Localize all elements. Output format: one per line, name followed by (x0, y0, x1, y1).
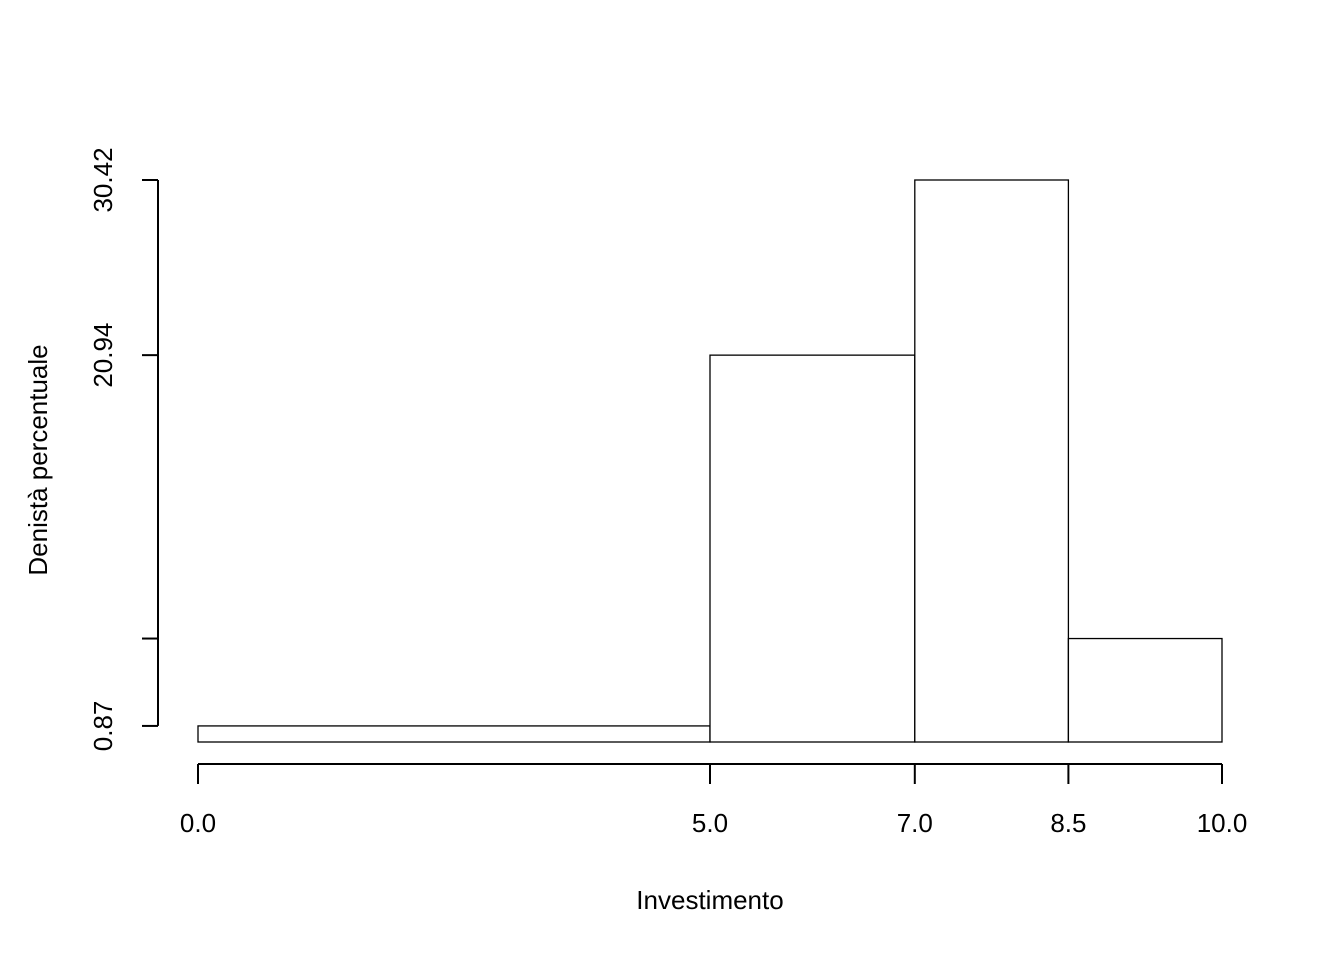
y-tick-label-3: 30.42 (88, 147, 118, 212)
histogram-bar-0 (197, 725, 711, 743)
x-tick-label-3: 8.5 (1050, 808, 1086, 838)
x-axis-title: Investimento (636, 885, 783, 915)
bars-group (197, 179, 1223, 743)
x-tick-label-4: 10.0 (1197, 808, 1248, 838)
x-tick-label-0: 0.0 (180, 808, 216, 838)
y-tick-label-0: 0.87 (88, 701, 118, 752)
x-tick-label-2: 7.0 (897, 808, 933, 838)
histogram-bar-2 (914, 179, 1070, 743)
y-axis: 0.87 20.94 30.42 (88, 147, 159, 752)
x-axis: 0.0 5.0 7.0 8.5 10.0 (180, 763, 1248, 838)
x-tick-label-1: 5.0 (692, 808, 728, 838)
y-axis-title: Denistà percentuale (23, 344, 53, 575)
histogram-bar-3 (1067, 637, 1223, 743)
y-tick-label-2: 20.94 (88, 323, 118, 388)
histogram-bar-1 (709, 354, 916, 743)
